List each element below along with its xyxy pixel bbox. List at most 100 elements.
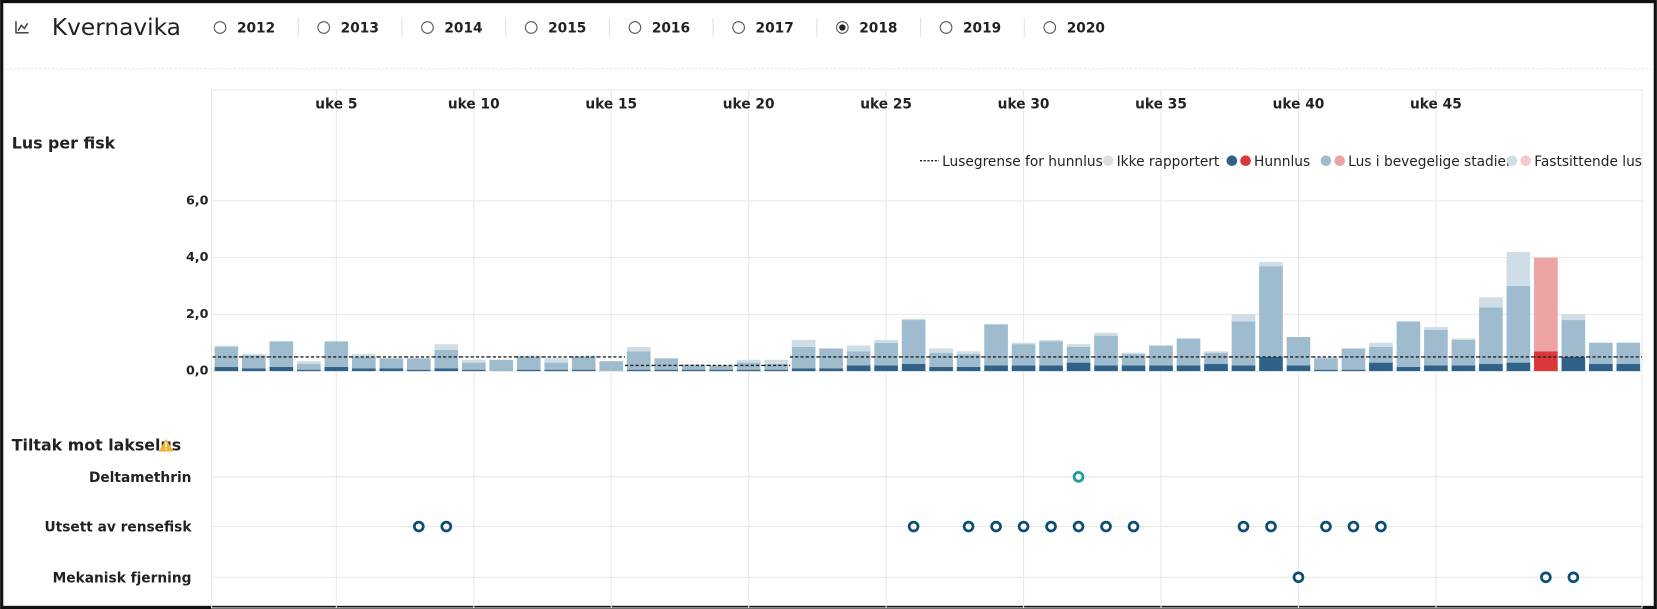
year-label[interactable]: 2012 [237,21,275,37]
treatment-marker[interactable] [440,520,453,533]
treatment-marker[interactable] [1292,571,1305,584]
bar-segment [791,368,816,372]
bar-segment [956,351,981,355]
bar-segment [406,358,431,370]
radio-button[interactable] [317,21,331,34]
legend-dot [1102,155,1114,166]
radio-button[interactable] [213,21,227,34]
bar-segment [1066,362,1091,372]
bar-segment [1314,369,1338,372]
legend-dot [1334,155,1345,166]
year-option[interactable]: 2012 [213,21,275,37]
bar-segment [1204,352,1228,365]
radio-button[interactable] [1043,21,1057,34]
year-option[interactable]: 2020 [1043,21,1105,37]
year-option[interactable]: 2017 [732,21,794,37]
bar-segment [599,361,624,372]
year-option[interactable]: 2013 [317,21,379,37]
legend-dot [1240,155,1251,166]
year-label[interactable]: 2014 [444,21,482,37]
radio-button[interactable] [939,21,953,34]
bar-segment [489,359,514,372]
bar-segment [1396,321,1421,367]
bar-segment [544,369,569,372]
radio-button[interactable] [524,21,538,34]
bar-segment [1479,307,1503,365]
legend-label: Fastsittende lus [1534,154,1642,170]
year-label[interactable]: 2020 [1067,21,1105,37]
bar-segment [1149,345,1173,366]
bar-segment [379,358,404,369]
bar-segment [242,354,266,356]
bar-segment [819,348,843,369]
bar-segment [1451,339,1476,366]
treatment-marker[interactable] [1320,520,1332,533]
treatment-marker[interactable] [1072,520,1085,533]
year-option[interactable]: 2019 [939,21,1001,37]
treatment-marker[interactable] [907,520,920,533]
y-tick-label: 6,0 [186,192,209,207]
bar-segment [544,358,569,363]
bar-segment [297,364,321,370]
bar-segment [1506,251,1531,286]
legend-label: Lus i bevegelige stadier [1348,154,1512,170]
year-label[interactable]: 2013 [341,21,379,37]
x-tick-label: uke 25 [860,97,912,113]
legend: Lusegrense for hunnlus Ikke rapportert Hun… [919,154,1642,170]
bar-segment [791,339,816,347]
bar-segment [1506,362,1531,372]
treatment-marker[interactable] [1540,571,1552,584]
bar-segment [929,348,953,353]
bar-segment [1094,335,1118,366]
treatment-marker[interactable] [1375,520,1387,533]
year-label[interactable]: 2017 [756,21,794,37]
year-option[interactable]: 2015 [524,21,586,37]
treatment-marker[interactable] [990,520,1002,533]
bar-segment [1231,321,1256,366]
treatment-marker[interactable] [1017,520,1030,533]
treatment-marker[interactable] [1567,571,1580,584]
bar-segment [1259,356,1283,372]
treatment-marker[interactable] [1072,471,1085,483]
treatment-marker[interactable] [412,520,425,533]
year-option[interactable]: 2018 [836,21,898,37]
bar-segment [434,368,459,372]
bar-segment [736,362,761,370]
year-option[interactable]: 2014 [421,21,483,37]
site-title: Kvernavika [52,14,181,41]
radio-button[interactable] [421,21,434,34]
bar-segment [297,361,321,365]
bar-segment [571,355,596,357]
bar-segment [626,351,651,370]
bar-segment [214,366,239,372]
bar-segment [874,342,898,366]
bar-segment [1616,342,1641,365]
treatment-marker[interactable] [1100,520,1112,533]
treatment-marker[interactable] [1347,520,1360,533]
treatment-marker[interactable] [962,520,975,533]
radio-button[interactable] [628,21,642,34]
treatment-marker[interactable] [1045,520,1057,533]
year-label[interactable]: 2018 [859,21,897,37]
treatment-marker[interactable] [1265,520,1277,533]
radio-button[interactable] [732,21,745,34]
year-label[interactable]: 2015 [548,21,586,37]
y-tick-label: 2,0 [186,306,209,321]
year-label[interactable]: 2019 [963,21,1001,37]
year-option[interactable]: 2016 [628,21,690,37]
bar-segment [1451,338,1476,340]
bar-segment [709,369,734,372]
row-label: Mekanisk fjerning [53,570,192,586]
treatment-marker[interactable] [1127,520,1140,533]
legend-label: Lusegrense for hunnlus [942,154,1103,170]
treatment-marker[interactable] [1237,520,1250,533]
bar-segment [379,368,404,372]
legend-dot [1320,155,1332,166]
bar-segment [1369,342,1393,347]
bar-segment [736,369,761,372]
bar-segment [461,359,486,363]
year-label[interactable]: 2016 [652,21,690,37]
bar-segment [1589,342,1613,365]
bar-segment [1176,365,1201,372]
